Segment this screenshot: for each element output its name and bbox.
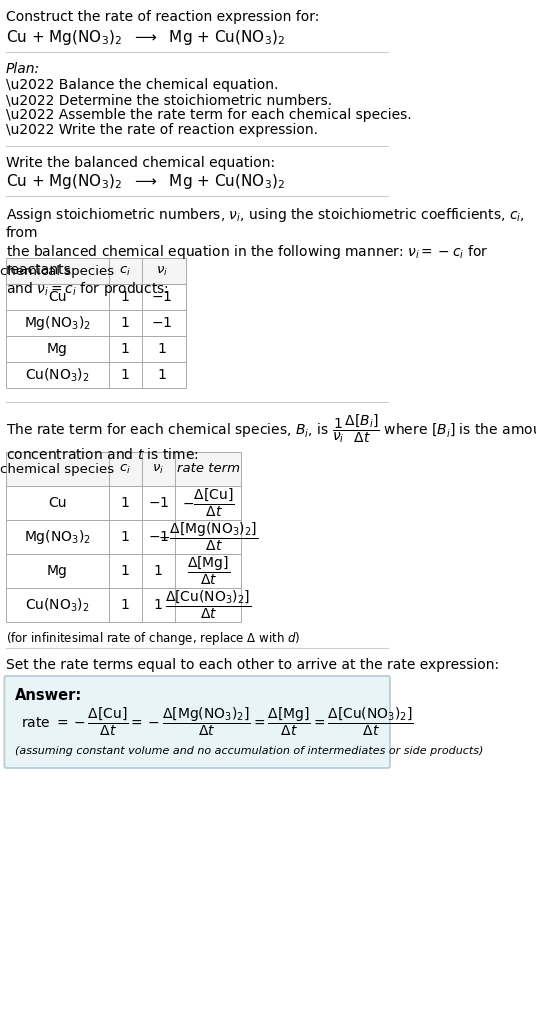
Text: $-\dfrac{\Delta[\mathrm{Cu}]}{\Delta t}$: $-\dfrac{\Delta[\mathrm{Cu}]}{\Delta t}$ (182, 487, 234, 519)
Text: chemical species: chemical species (1, 265, 115, 278)
Text: Construct the rate of reaction expression for:: Construct the rate of reaction expressio… (6, 10, 319, 24)
Text: 1: 1 (121, 342, 130, 356)
Text: Cu + Mg(NO$_3$)$_2$  $\longrightarrow$  Mg + Cu(NO$_3$)$_2$: Cu + Mg(NO$_3$)$_2$ $\longrightarrow$ Mg… (6, 172, 285, 191)
Bar (6, 362, 186, 388)
Bar (6, 452, 241, 486)
Text: The rate term for each chemical species, $B_i$, is $\dfrac{1}{\nu_i}\dfrac{\Delt: The rate term for each chemical species,… (6, 412, 536, 462)
Text: $\dfrac{\Delta[\mathrm{Mg}]}{\Delta t}$: $\dfrac{\Delta[\mathrm{Mg}]}{\Delta t}$ (187, 555, 230, 587)
Bar (6, 310, 186, 336)
Text: Mg(NO$_3$)$_2$: Mg(NO$_3$)$_2$ (24, 528, 91, 546)
Text: 1: 1 (121, 564, 130, 578)
Text: 1: 1 (158, 367, 166, 382)
Text: $-\dfrac{\Delta[\mathrm{Mg(NO_3)_2}]}{\Delta t}$: $-\dfrac{\Delta[\mathrm{Mg(NO_3)_2}]}{\D… (158, 521, 258, 553)
Text: $\dfrac{\Delta[\mathrm{Cu(NO_3)_2}]}{\Delta t}$: $\dfrac{\Delta[\mathrm{Cu(NO_3)_2}]}{\De… (165, 588, 251, 621)
Bar (6, 284, 186, 310)
Text: Answer:: Answer: (14, 688, 82, 703)
Text: $-1$: $-1$ (151, 290, 173, 304)
Text: \u2022 Assemble the rate term for each chemical species.: \u2022 Assemble the rate term for each c… (6, 108, 412, 122)
Bar (6, 486, 241, 520)
FancyBboxPatch shape (4, 676, 390, 768)
Text: Plan:: Plan: (6, 62, 40, 76)
Text: 1: 1 (121, 530, 130, 544)
Text: Cu(NO$_3$)$_2$: Cu(NO$_3$)$_2$ (25, 597, 90, 614)
Text: $\nu_i$: $\nu_i$ (156, 265, 168, 278)
Text: chemical species: chemical species (1, 462, 115, 475)
Text: Write the balanced chemical equation:: Write the balanced chemical equation: (6, 156, 275, 170)
Text: Cu: Cu (48, 290, 66, 304)
Text: 1: 1 (121, 598, 130, 612)
Text: \u2022 Balance the chemical equation.: \u2022 Balance the chemical equation. (6, 78, 278, 92)
Bar (6, 588, 241, 622)
Text: (for infinitesimal rate of change, replace $\Delta$ with $d$): (for infinitesimal rate of change, repla… (6, 630, 300, 647)
Bar (6, 554, 241, 588)
Text: rate term: rate term (177, 462, 240, 475)
Text: rate $= -\dfrac{\Delta[\mathrm{Cu}]}{\Delta t} = -\dfrac{\Delta[\mathrm{Mg(NO_3): rate $= -\dfrac{\Delta[\mathrm{Cu}]}{\De… (20, 706, 413, 738)
Text: (assuming constant volume and no accumulation of intermediates or side products): (assuming constant volume and no accumul… (14, 746, 483, 756)
Text: Mg: Mg (47, 564, 68, 578)
Text: 1: 1 (158, 342, 166, 356)
Text: $-1$: $-1$ (147, 530, 169, 544)
Text: \u2022 Determine the stoichiometric numbers.: \u2022 Determine the stoichiometric numb… (6, 93, 332, 107)
Text: 1: 1 (121, 496, 130, 510)
Text: Mg: Mg (47, 342, 68, 356)
Text: $-1$: $-1$ (151, 316, 173, 330)
Text: 1: 1 (121, 290, 130, 304)
Text: \u2022 Write the rate of reaction expression.: \u2022 Write the rate of reaction expres… (6, 123, 318, 137)
Text: Cu: Cu (48, 496, 66, 510)
Text: Cu(NO$_3$)$_2$: Cu(NO$_3$)$_2$ (25, 366, 90, 384)
Text: $-1$: $-1$ (147, 496, 169, 510)
Text: 1: 1 (121, 316, 130, 330)
Text: Set the rate terms equal to each other to arrive at the rate expression:: Set the rate terms equal to each other t… (6, 658, 499, 672)
Text: $c_i$: $c_i$ (119, 462, 131, 475)
Text: 1: 1 (154, 564, 162, 578)
Text: $\nu_i$: $\nu_i$ (152, 462, 164, 475)
Bar (6, 336, 186, 362)
Text: 1: 1 (154, 598, 162, 612)
Bar (6, 520, 241, 554)
Bar (6, 258, 186, 284)
Text: Cu + Mg(NO$_3$)$_2$  $\longrightarrow$  Mg + Cu(NO$_3$)$_2$: Cu + Mg(NO$_3$)$_2$ $\longrightarrow$ Mg… (6, 29, 285, 47)
Text: 1: 1 (121, 367, 130, 382)
Text: Assign stoichiometric numbers, $\nu_i$, using the stoichiometric coefficients, $: Assign stoichiometric numbers, $\nu_i$, … (6, 206, 525, 297)
Text: $c_i$: $c_i$ (119, 265, 131, 278)
Text: Mg(NO$_3$)$_2$: Mg(NO$_3$)$_2$ (24, 314, 91, 332)
